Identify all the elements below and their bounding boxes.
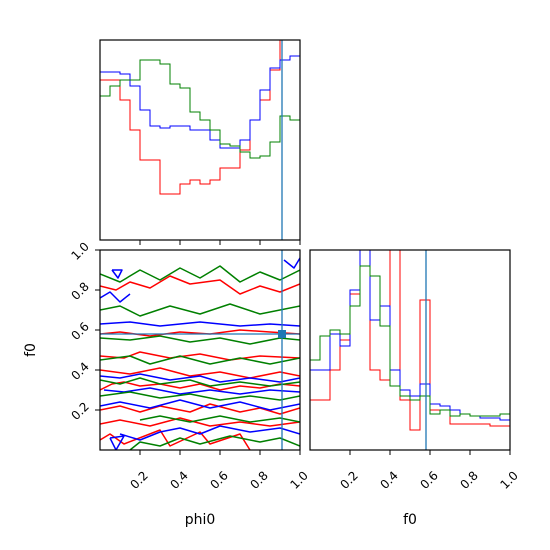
f0-axis-tick-label: 0.6 (417, 468, 440, 491)
contour-green-1 (100, 391, 300, 401)
phi0-axis-tick-label: 0.4 (167, 468, 190, 491)
contour-green-2 (100, 335, 300, 345)
f0-y-tick-label: 1.0 (68, 239, 91, 262)
contour-blue-6 (119, 425, 300, 441)
phi0-axis-tick-label: 0.2 (127, 468, 150, 491)
truth-marker (278, 330, 286, 338)
f0-histogram-panel: 0.2 0.4 0.6 0.8 1.0 (309, 249, 521, 492)
phi0-f0-contour-panel: 0.2 0.4 0.6 0.8 1.0 0.2 0.4 0.6 0.8 1.0 (68, 239, 310, 491)
f0-axis-tick-label: 0.4 (377, 468, 400, 491)
contour-green-5 (100, 355, 300, 365)
f0-axis-label: f0 (403, 512, 417, 528)
f0-y-tick-label: 0.6 (68, 319, 91, 342)
f0-axis-ticks: 0.2 0.4 0.6 0.8 1.0 (68, 239, 100, 423)
f0-axis-tick-label: 0.2 (337, 468, 360, 491)
contour-green-0 (100, 377, 300, 387)
f0-y-tick-label: 0.2 (68, 399, 91, 422)
contour-blue-4 (109, 435, 125, 450)
f0-hist-red-step (310, 250, 510, 431)
phi0-hist-blue-step (100, 55, 300, 149)
contour-blue-7 (100, 291, 131, 303)
contour-green-3 (100, 265, 300, 283)
contour-red-3 (100, 275, 300, 295)
contour-green-7 (139, 415, 300, 423)
phi0-f0-frame (99, 249, 301, 451)
f0-y-tick-label: 0.4 (68, 359, 91, 382)
f0-histogram-series (310, 250, 510, 431)
contour-blue-2 (100, 321, 300, 327)
phi0-axis-tick-label: 1.0 (287, 468, 310, 491)
f0-hist-green-step (310, 265, 510, 417)
phi0-histogram-series (100, 40, 300, 195)
contour-blue-0 (100, 373, 300, 383)
contour-red-1 (100, 403, 300, 415)
contour-green-6 (129, 435, 300, 450)
contour-red-0 (100, 381, 300, 391)
contour-red-2 (100, 329, 300, 337)
contour-blue-8 (283, 257, 300, 269)
f0-axis-tick-label: 0.8 (457, 468, 480, 491)
contour-blue-3 (103, 387, 300, 395)
phi0-axis-label: phi0 (185, 512, 216, 528)
f0-axis-tick-label: 1.0 (497, 468, 520, 491)
phi0-histogram-ticks (139, 240, 301, 245)
contour-red-6 (100, 367, 300, 379)
phi0-hist-green-step (100, 59, 300, 159)
f0-y-axis-label: f0 (23, 343, 39, 357)
phi0-hist-red-step (100, 40, 281, 195)
phi0-axis-tick-label: 0.6 (207, 468, 230, 491)
contour-blue-1 (100, 399, 300, 411)
contour-red-7 (100, 417, 300, 427)
phi0-axis-ticks: 0.2 0.4 0.6 0.8 1.0 (127, 450, 311, 492)
f0-y-tick-label: 0.8 (68, 279, 91, 302)
f0-histogram-ticks: 0.2 0.4 0.6 0.8 1.0 (337, 450, 521, 492)
contour-green-4 (100, 303, 300, 317)
f0-histogram-frame (309, 249, 511, 451)
phi0-histogram-frame (99, 39, 301, 241)
phi0-histogram-panel (99, 39, 301, 245)
phi0-f0-contours (100, 257, 300, 450)
contour-blue-5 (111, 269, 123, 279)
phi0-axis-tick-label: 0.8 (247, 468, 270, 491)
